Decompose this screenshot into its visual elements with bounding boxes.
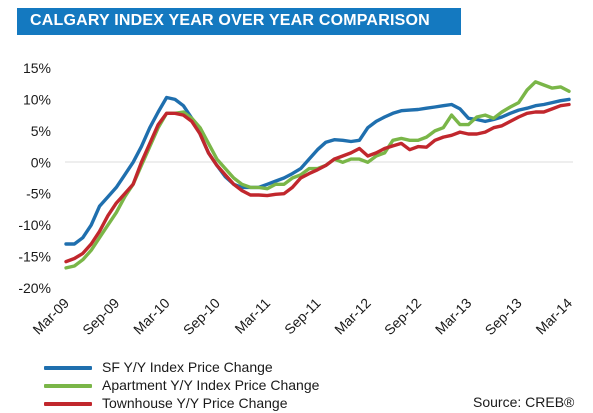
y-tick-label-neg10: -10% bbox=[18, 217, 51, 233]
y-axis-labels: 15% 10% 5% 0% -5% -10% -15% -20% bbox=[18, 60, 51, 296]
x-tick-label-sep-12: Sep-12 bbox=[381, 295, 424, 338]
legend-label-townhouse: Townhouse Y/Y Price Change bbox=[102, 395, 288, 411]
x-tick-label-sep-13: Sep-13 bbox=[482, 295, 525, 338]
legend-label-sf: SF Y/Y Index Price Change bbox=[102, 359, 273, 375]
x-tick-label-mar-13: Mar-13 bbox=[432, 295, 475, 338]
x-tick-label-mar-11: Mar-11 bbox=[231, 295, 273, 337]
x-tick-label-mar-14: Mar-14 bbox=[532, 295, 575, 338]
y-tick-label-neg20: -20% bbox=[18, 280, 51, 296]
series-line-sf bbox=[64, 95, 571, 246]
y-tick-label-0: 0% bbox=[31, 154, 51, 170]
x-tick-label-mar-12: Mar-12 bbox=[331, 295, 374, 338]
legend-swatch-apartment bbox=[44, 384, 92, 388]
x-tick-label-sep-09: Sep-09 bbox=[79, 295, 122, 338]
legend-swatch-townhouse bbox=[44, 402, 92, 406]
y-tick-label-15: 15% bbox=[23, 60, 51, 76]
series-line-townhouse bbox=[64, 102, 571, 264]
series-lines bbox=[64, 80, 571, 270]
chart-title: CALGARY INDEX YEAR OVER YEAR COMPARISON bbox=[30, 12, 430, 29]
legend-label-apartment: Apartment Y/Y Index Price Change bbox=[102, 377, 320, 393]
x-tick-label-mar-10: Mar-10 bbox=[130, 295, 173, 338]
legend-item-apartment: Apartment Y/Y Index Price Change bbox=[44, 376, 384, 394]
x-tick-label-mar-09: Mar-09 bbox=[29, 295, 72, 338]
legend-item-sf: SF Y/Y Index Price Change bbox=[44, 358, 384, 376]
legend: SF Y/Y Index Price Change Apartment Y/Y … bbox=[44, 358, 384, 412]
y-tick-label-neg5: -5% bbox=[26, 186, 51, 202]
y-tick-label-neg15: -15% bbox=[18, 249, 51, 265]
legend-item-townhouse: Townhouse Y/Y Price Change bbox=[44, 394, 384, 412]
x-axis-labels: Mar-09 Sep-09 Mar-10 Sep-10 Mar-11 Sep-11 Mar-… bbox=[29, 295, 575, 338]
x-tick-label-sep-11: Sep-11 bbox=[281, 295, 324, 338]
chart-title-banner: CALGARY INDEX YEAR OVER YEAR COMPARISON bbox=[17, 8, 461, 35]
y-tick-label-10: 10% bbox=[23, 91, 51, 107]
x-tick-label-sep-10: Sep-10 bbox=[180, 295, 223, 338]
source-note: Source: CREB® bbox=[473, 394, 575, 410]
y-tick-label-5: 5% bbox=[31, 123, 51, 139]
legend-swatch-sf bbox=[44, 366, 92, 370]
series-line-apartment bbox=[64, 80, 571, 270]
